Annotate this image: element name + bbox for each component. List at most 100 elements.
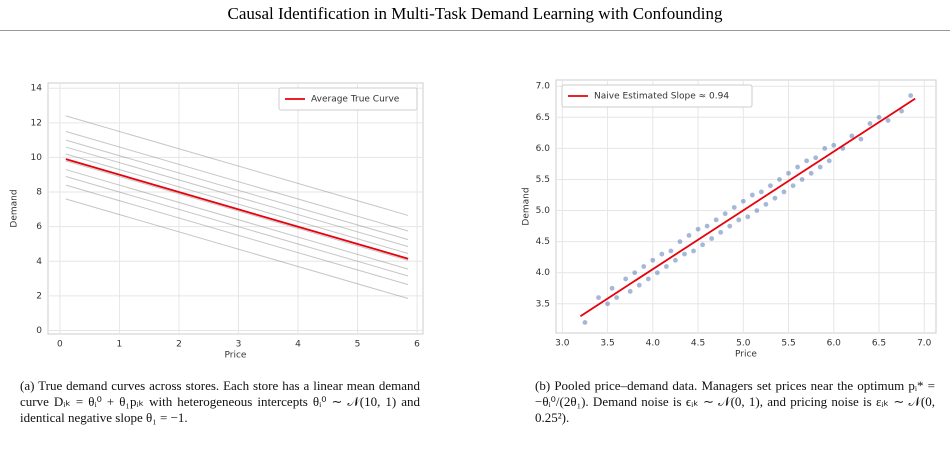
scatter-point: [659, 251, 665, 257]
scatter-point: [735, 217, 742, 223]
scatter-point: [631, 269, 638, 276]
store-line: [65, 115, 409, 216]
scatter-point: [613, 294, 620, 301]
scatter-point: [595, 294, 602, 301]
scatter-point: [749, 192, 756, 198]
y-tick-label: 3.5: [536, 299, 550, 309]
scatter-point: [907, 92, 914, 99]
scatter-point: [622, 276, 629, 282]
store-line: [65, 198, 409, 299]
x-tick-label: 3: [236, 340, 242, 350]
x-tick-label: 2: [176, 340, 182, 350]
legend-box: [278, 87, 418, 111]
scatter-point: [812, 154, 819, 161]
scatter-point: [582, 319, 588, 326]
scatter-point: [826, 158, 833, 164]
scatter-point: [640, 263, 647, 270]
scatter-point: [654, 269, 661, 276]
scatter-point: [609, 285, 615, 292]
scatter-point: [672, 257, 679, 264]
x-axis-label: Price: [735, 350, 757, 360]
scatter-point: [627, 288, 633, 295]
scatter-point: [799, 176, 805, 183]
legend-label: Average True Curve: [311, 95, 400, 105]
store-line: [65, 146, 409, 248]
scatter-point: [677, 238, 683, 245]
y-axis-label: Demand: [522, 187, 532, 225]
scatter-point: [785, 170, 792, 177]
scatter-point: [885, 117, 891, 124]
scatter-point: [767, 182, 774, 189]
scatter-point: [808, 170, 814, 177]
x-tick-label: 5.5: [781, 339, 795, 349]
scatter-point: [817, 164, 823, 170]
y-tick-label: 6: [36, 222, 42, 232]
scatter-point: [876, 114, 882, 121]
x-tick-label: 7.0: [917, 339, 932, 349]
scatter-point: [713, 217, 719, 223]
y-tick-label: 8: [36, 188, 42, 198]
store-line: [65, 169, 409, 270]
scatter-point: [790, 182, 796, 189]
scatter-point: [704, 223, 710, 229]
legend-box: [561, 84, 753, 108]
store-line: [65, 175, 409, 277]
scatter-point: [650, 257, 656, 264]
scatter-point: [663, 263, 670, 270]
scatter-point: [686, 232, 692, 239]
scatter-point: [821, 145, 828, 152]
scatter-point: [708, 235, 715, 242]
scatter-point: [636, 282, 643, 288]
scatter-point: [699, 241, 706, 248]
series-line: [65, 158, 409, 260]
x-tick-label: 0: [57, 340, 63, 350]
y-tick-label: 12: [31, 118, 42, 128]
caption: (a) True demand curves across stores. Ea…: [20, 378, 420, 425]
scatter-point: [745, 213, 751, 220]
caption: (b) Pooled price–demand data. Managers s…: [535, 378, 935, 425]
y-tick-label: 7.0: [536, 82, 551, 92]
scatter-point: [776, 176, 783, 183]
x-tick-label: 6.0: [827, 339, 842, 349]
scatter-point: [681, 251, 688, 257]
y-tick-label: 4.0: [536, 268, 551, 278]
scatter-point: [604, 300, 611, 307]
scatter-point: [803, 158, 810, 164]
y-tick-label: 5.0: [536, 206, 551, 216]
scatter-point: [731, 204, 738, 211]
page-title: Causal Identification in Multi-Task Dema…: [227, 4, 723, 23]
scatter-point: [794, 164, 801, 170]
store-line: [65, 160, 409, 261]
y-tick-label: 4: [36, 257, 42, 267]
scatter-point: [867, 120, 873, 127]
x-tick-label: 3.0: [555, 339, 570, 349]
store-line: [65, 130, 409, 232]
x-tick-label: 5: [355, 340, 361, 350]
title-rule: [0, 30, 950, 31]
scatter-point: [695, 226, 701, 232]
y-tick-label: 0: [36, 326, 42, 336]
scatter-point: [740, 198, 747, 205]
scatter-point: [763, 201, 769, 208]
series-line: [579, 97, 916, 317]
scatter-point: [645, 276, 652, 282]
y-tick-label: 2: [36, 291, 42, 301]
x-tick-label: 4.0: [646, 339, 661, 349]
store-line: [65, 139, 409, 241]
scatter-point: [758, 189, 765, 195]
scatter-point: [772, 195, 778, 201]
scatter-point: [849, 133, 855, 139]
x-tick-label: 4.5: [691, 339, 705, 349]
legend-label: Naive Estimated Slope ≈ 0.94: [594, 92, 729, 102]
scatter-point: [690, 248, 697, 254]
scatter-point: [717, 229, 724, 236]
scatter-point: [754, 207, 760, 214]
x-tick-label: 1: [117, 340, 123, 350]
x-tick-label: 3.5: [600, 339, 614, 349]
y-tick-label: 6.5: [536, 113, 550, 123]
x-tick-label: 6.5: [872, 339, 886, 349]
store-line: [65, 184, 409, 286]
y-tick-label: 4.5: [536, 237, 550, 247]
